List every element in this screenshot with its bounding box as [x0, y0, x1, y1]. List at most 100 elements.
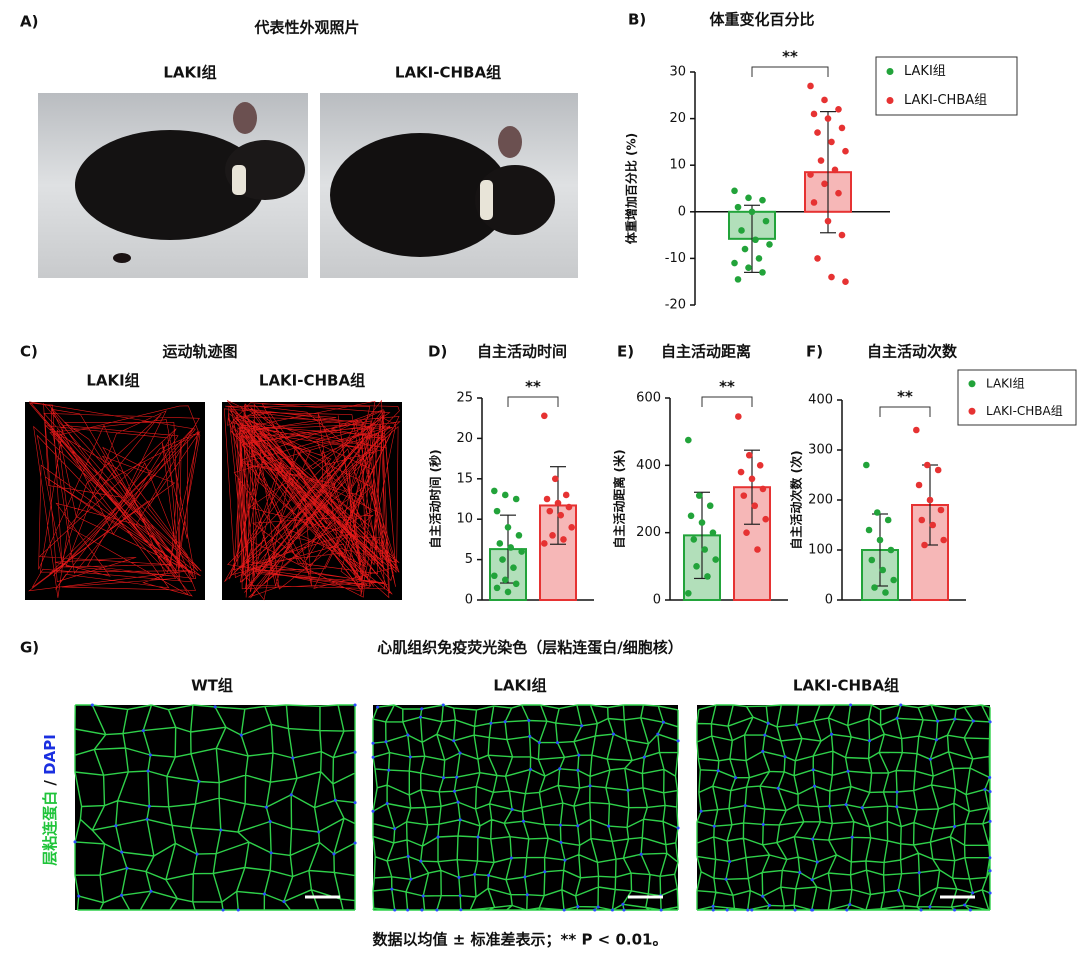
- data-point: [838, 231, 846, 239]
- data-point: [759, 485, 767, 493]
- group-label: LAKI-CHBA组: [259, 372, 365, 390]
- stain-blue: DAPI: [41, 734, 59, 775]
- data-point: [934, 466, 942, 474]
- data-point: [814, 129, 821, 136]
- data-point: [743, 529, 750, 536]
- y-tick-label: 300: [808, 443, 833, 458]
- data-point: [824, 115, 832, 122]
- data-point: [731, 259, 738, 267]
- y-tick-label: 0: [465, 593, 473, 608]
- data-point: [835, 189, 842, 197]
- data-point: [549, 532, 556, 539]
- data-point: [685, 436, 692, 444]
- nuclei: [371, 703, 680, 912]
- data-point: [551, 475, 559, 483]
- data-point: [504, 588, 512, 596]
- data-point: [828, 273, 835, 281]
- data-point: [546, 507, 554, 515]
- data-point: [940, 536, 947, 544]
- data-point: [863, 461, 870, 469]
- y-tick-label: 20: [669, 111, 686, 126]
- panel-label: F): [806, 343, 823, 361]
- data-point: [915, 481, 923, 489]
- data-point: [918, 516, 926, 524]
- group-label: LAKI组: [163, 64, 216, 82]
- data-point: [762, 515, 769, 523]
- data-point: [752, 236, 759, 244]
- panel-label: C): [20, 343, 38, 361]
- data-point: [541, 540, 548, 547]
- photo: [38, 93, 308, 278]
- chart-title: 体重变化百分比: [709, 11, 814, 29]
- legend-label: LAKI-CHBA组: [904, 93, 987, 108]
- data-point: [828, 138, 835, 146]
- significance: **: [719, 378, 735, 396]
- y-tick-label: 20: [456, 431, 473, 446]
- data-point: [879, 566, 887, 574]
- chart-title: 自主活动距离: [661, 343, 751, 361]
- significance-bracket: [701, 396, 753, 407]
- data-point: [887, 546, 895, 554]
- data-point: [807, 82, 814, 90]
- data-point: [496, 540, 504, 547]
- data-point: [493, 507, 501, 515]
- data-point: [821, 96, 828, 104]
- data-point: [731, 187, 738, 195]
- data-point: [754, 546, 761, 553]
- data-point: [807, 171, 814, 178]
- y-tick-label: 600: [636, 391, 661, 406]
- data-point: [762, 217, 770, 225]
- data-point: [926, 496, 934, 504]
- panel-label: A): [20, 13, 38, 31]
- data-point: [759, 269, 766, 276]
- data-point: [923, 461, 931, 469]
- data-point: [755, 255, 763, 262]
- data-point: [541, 412, 548, 420]
- group-label: LAKI-CHBA组: [793, 677, 899, 695]
- y-tick-label: 0: [678, 204, 686, 219]
- data-point: [709, 529, 717, 536]
- data-point: [512, 580, 520, 588]
- data-point: [937, 506, 945, 514]
- significance-bracket: [879, 406, 931, 417]
- data-point: [706, 502, 714, 510]
- data-point: [562, 491, 570, 499]
- data-point: [507, 544, 515, 551]
- y-tick-label: 30: [669, 65, 686, 80]
- data-point: [701, 546, 709, 553]
- data-point: [493, 584, 501, 592]
- data-point: [557, 511, 565, 519]
- data-point: [882, 589, 889, 596]
- data-point: [810, 199, 818, 206]
- data-point: [817, 157, 825, 164]
- data-point: [518, 548, 525, 555]
- data-point: [698, 519, 706, 526]
- panel-label: B): [628, 11, 646, 29]
- data-point: [491, 572, 498, 580]
- stain-green: 层粘连蛋白: [41, 791, 59, 866]
- cell-membrane: [74, 704, 356, 911]
- data-point: [501, 491, 509, 499]
- group-label: WT组: [191, 677, 233, 695]
- chart-title: 自主活动次数: [867, 343, 958, 361]
- data-point: [842, 147, 849, 155]
- legend-marker: [968, 407, 976, 415]
- group-label: LAKI-CHBA组: [395, 64, 501, 82]
- error-bar: [820, 111, 836, 234]
- data-point: [560, 536, 567, 543]
- y-tick-label: 100: [808, 543, 833, 558]
- data-point: [738, 227, 745, 234]
- panel-label: E): [617, 343, 634, 361]
- cell-membrane: [372, 704, 679, 911]
- data-point: [512, 495, 520, 503]
- nuclei: [73, 703, 357, 912]
- data-point: [745, 194, 752, 202]
- panel-title: 代表性外观照片: [253, 19, 359, 37]
- y-axis-label: 体重增加百分比 (%): [624, 133, 639, 244]
- data-point: [491, 487, 498, 495]
- y-tick-label: 10: [669, 158, 686, 173]
- data-point: [685, 589, 692, 597]
- y-tick-label: 0: [653, 593, 661, 608]
- data-point: [745, 451, 753, 459]
